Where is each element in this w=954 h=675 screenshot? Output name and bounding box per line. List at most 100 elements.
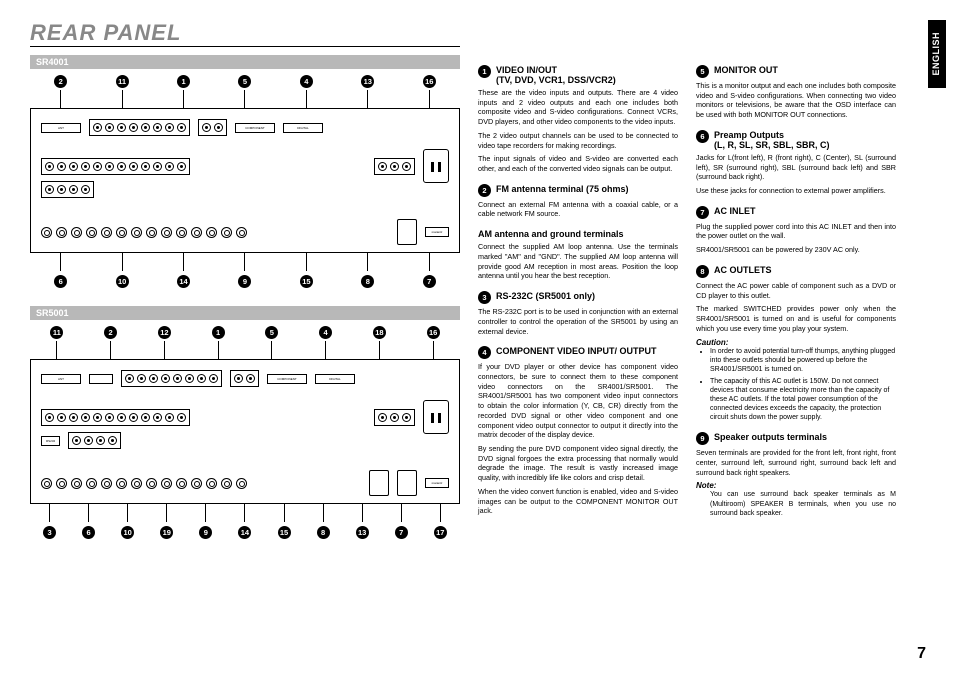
sr5001-diagram: ANT COMPONENT DIGITAL RS232 [30, 359, 460, 504]
callout-14: 14 [177, 275, 190, 288]
language-tab: ENGLISH [928, 20, 946, 88]
section-num-6: 6 [696, 130, 709, 143]
digital-box: DIGITAL [283, 123, 323, 133]
sr5001-top-callouts: 11 2 12 1 5 4 18 16 [30, 326, 460, 339]
section-num-2: 2 [478, 184, 491, 197]
callout-11: 11 [50, 326, 63, 339]
ac-inlet-icon [423, 149, 449, 183]
section-title: AM antenna and ground terminals [478, 229, 624, 239]
callout-10: 10 [116, 275, 129, 288]
sr4001-bottom-callouts: 6101491587 [30, 275, 460, 288]
section-body: This is a monitor output and each one in… [696, 81, 896, 120]
content-columns: SR4001 2111541316 ANT COMPONENT DIGITAL [30, 55, 924, 541]
callout-10: 10 [121, 526, 134, 539]
callout-1: 1 [177, 75, 190, 88]
callout-19: 19 [160, 526, 173, 539]
note-label: Note: [696, 481, 896, 490]
text-column-2: 5 MONITOR OUT This is a monitor output and… [696, 55, 896, 541]
section-num-1: 1 [478, 65, 491, 78]
callout-2: 2 [54, 75, 67, 88]
callout-3: 3 [43, 526, 56, 539]
callout-14: 14 [238, 526, 251, 539]
section-head: 8 AC OUTLETS [696, 265, 896, 278]
section-head: AM antenna and ground terminals [478, 229, 678, 239]
section-body: Jacks for L(front left), R (front right)… [696, 153, 896, 182]
section-head: 4 COMPONENT VIDEO INPUT/ OUTPUT [478, 346, 678, 359]
section-num-5: 5 [696, 65, 709, 78]
sr5001-bottom-callouts: 3 6 10 19 9 14 15 8 13 7 17 [30, 526, 460, 539]
section-head: 6 Preamp Outputs(L, R, SL, SR, SBL, SBR, … [696, 130, 896, 150]
section-body: SR4001/SR5001 can be powered by 230V AC … [696, 245, 896, 255]
section-body: The input signals of video and S-video a… [478, 154, 678, 173]
section-body: Plug the supplied power cord into this A… [696, 222, 896, 241]
antenna-box: ANT [41, 123, 81, 133]
callout-15: 15 [300, 275, 313, 288]
callout-18: 18 [373, 326, 386, 339]
ac-inlet-icon [423, 400, 449, 434]
section-head: 7 AC INLET [696, 206, 896, 219]
section-num-3: 3 [478, 291, 491, 304]
section-head: 2 FM antenna terminal (75 ohms) [478, 184, 678, 197]
callout-6: 6 [54, 275, 67, 288]
callout-12: 12 [158, 326, 171, 339]
model-label-sr5001: SR5001 [30, 306, 460, 320]
section-title: FM antenna terminal (75 ohms) [496, 184, 629, 194]
antenna-box: ANT [41, 374, 81, 384]
caution-label: Caution: [696, 338, 896, 347]
section-body: Connect the AC power cable of component … [696, 281, 896, 300]
callout-6: 6 [82, 526, 95, 539]
section-body: Connect the supplied AM loop antenna. Us… [478, 242, 678, 281]
text-column-1: 1 VIDEO IN/OUT(TV, DVD, VCR1, DSS/VCR2) Th… [478, 55, 678, 541]
section-num-8: 8 [696, 265, 709, 278]
callout-9: 9 [238, 275, 251, 288]
section-num-9: 9 [696, 432, 709, 445]
callout-7: 7 [395, 526, 408, 539]
sr4001-top-callouts: 2111541316 [30, 75, 460, 88]
section-title: VIDEO IN/OUT(TV, DVD, VCR1, DSS/VCR2) [496, 65, 616, 85]
callout-2: 2 [104, 326, 117, 339]
section-title: MONITOR OUT [714, 65, 778, 75]
callout-5: 5 [238, 75, 251, 88]
section-num-7: 7 [696, 206, 709, 219]
hdmi-jack [89, 374, 113, 384]
sr4001-diagram: ANT COMPONENT DIGITAL marantz [30, 108, 460, 253]
callout-4: 4 [300, 75, 313, 88]
section-num-4: 4 [478, 346, 491, 359]
section-body: These are the video inputs and outputs. … [478, 88, 678, 127]
section-title: Preamp Outputs(L, R, SL, SR, SBL, SBR, C… [714, 130, 830, 150]
component-box: COMPONENT [235, 123, 275, 133]
callout-17: 17 [434, 526, 447, 539]
section-body: The 2 video output channels can be used … [478, 131, 678, 150]
section-head: 3RS-232C (SR5001 only) [478, 291, 678, 304]
callout-8: 8 [361, 275, 374, 288]
callout-13: 13 [356, 526, 369, 539]
section-title: Speaker outputs terminals [714, 432, 827, 442]
callout-8: 8 [317, 526, 330, 539]
section-title: AC INLET [714, 206, 756, 216]
callout-1: 1 [212, 326, 225, 339]
section-head: 1 VIDEO IN/OUT(TV, DVD, VCR1, DSS/VCR2) [478, 65, 678, 85]
section-body: Connect an external FM antenna with a co… [478, 200, 678, 219]
diagrams-column: SR4001 2111541316 ANT COMPONENT DIGITAL [30, 55, 460, 541]
note-body: You can use surround back speaker termin… [710, 490, 896, 517]
section-title: AC OUTLETS [714, 265, 772, 275]
callout-5: 5 [265, 326, 278, 339]
callout-9: 9 [199, 526, 212, 539]
section-head: 5 MONITOR OUT [696, 65, 896, 78]
callout-16: 16 [423, 75, 436, 88]
section-body: The RS-232C port is to be used in conjun… [478, 307, 678, 336]
callout-15: 15 [278, 526, 291, 539]
section-body: If your DVD player or other device has c… [478, 362, 678, 440]
callout-4: 4 [319, 326, 332, 339]
section-body: Seven terminals are provided for the fro… [696, 448, 896, 477]
callout-13: 13 [361, 75, 374, 88]
caution-item: In order to avoid potential turn-off thu… [710, 347, 896, 374]
callout-16: 16 [427, 326, 440, 339]
ac-outlet-icon [397, 219, 417, 245]
section-body: When the video convert function is enabl… [478, 487, 678, 516]
page-number: 7 [917, 645, 926, 663]
section-body: By sending the pure DVD component video … [478, 444, 678, 483]
section-title: COMPONENT VIDEO INPUT/ OUTPUT [496, 346, 657, 356]
caution-item: The capacity of this AC outlet is 150W. … [710, 377, 896, 422]
page-title: REAR PANEL [30, 20, 460, 47]
